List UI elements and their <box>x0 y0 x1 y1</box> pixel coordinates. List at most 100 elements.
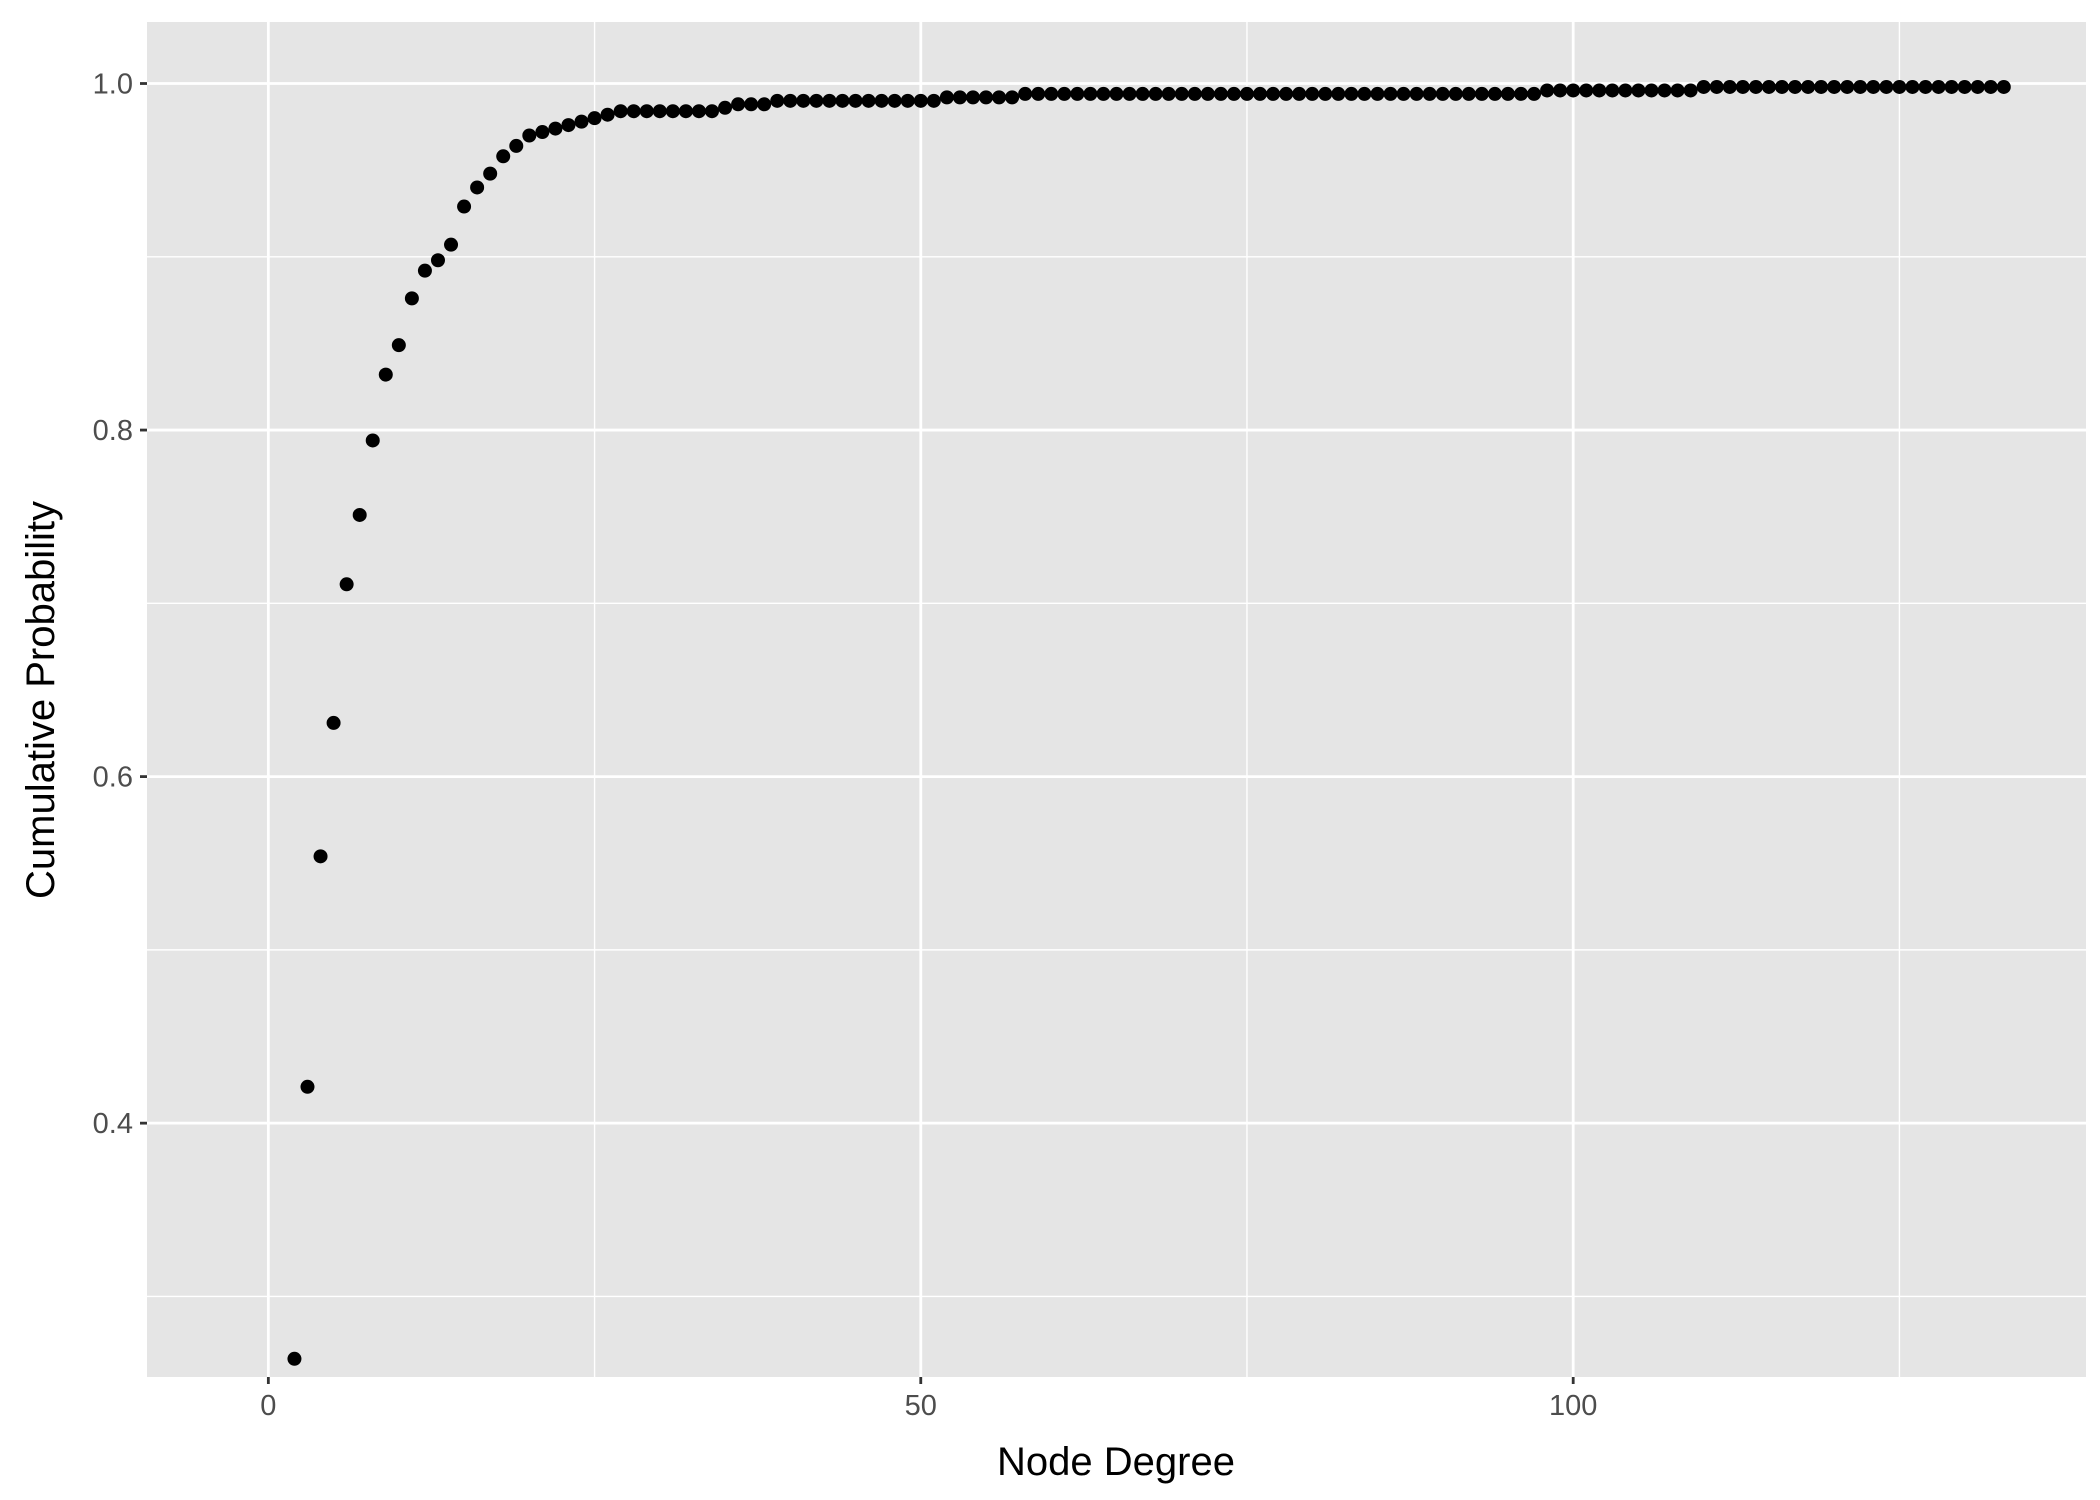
data-point <box>731 97 746 112</box>
data-point <box>1396 86 1411 101</box>
data-point <box>1879 79 1894 94</box>
data-point <box>900 93 915 108</box>
data-point <box>378 367 393 382</box>
data-point <box>1840 79 1855 94</box>
data-point <box>796 93 811 108</box>
data-point <box>652 104 667 119</box>
data-point <box>1057 86 1072 101</box>
x-tick-label: 100 <box>1549 1390 1597 1422</box>
data-point <box>496 149 511 164</box>
data-point <box>1409 86 1424 101</box>
data-point <box>979 90 994 105</box>
data-point <box>1931 79 1946 94</box>
data-point <box>1970 79 1985 94</box>
data-point <box>1892 79 1907 94</box>
data-point <box>1187 86 1202 101</box>
data-point <box>1083 86 1098 101</box>
data-point <box>626 104 641 119</box>
data-point <box>1683 83 1698 98</box>
data-point <box>587 111 602 126</box>
data-point <box>861 93 876 108</box>
data-point <box>965 90 980 105</box>
data-point <box>1357 86 1372 101</box>
data-point <box>913 93 928 108</box>
data-point <box>1344 86 1359 101</box>
data-point <box>574 114 589 129</box>
data-point <box>600 107 615 122</box>
data-point <box>1566 83 1581 98</box>
data-point <box>770 93 785 108</box>
y-tick-label: 0.4 <box>93 1108 133 1140</box>
data-point <box>535 125 550 140</box>
data-point <box>1670 83 1685 98</box>
data-point <box>1122 86 1137 101</box>
data-point <box>718 100 733 115</box>
data-point <box>1527 86 1542 101</box>
data-point <box>1226 86 1241 101</box>
data-point <box>417 263 432 278</box>
grid-major <box>147 22 2086 1377</box>
data-point <box>1135 86 1150 101</box>
data-point <box>678 104 693 119</box>
data-point <box>926 93 941 108</box>
x-axis: 0 50 100 <box>260 1377 1597 1422</box>
data-point <box>1500 86 1515 101</box>
data-point <box>1174 86 1189 101</box>
data-point <box>1983 79 1998 94</box>
data-point <box>1631 83 1646 98</box>
data-point <box>1253 86 1268 101</box>
data-point <box>1031 86 1046 101</box>
y-axis-title: Cumulative Probability <box>19 501 63 899</box>
data-point <box>1801 79 1816 94</box>
data-point <box>313 849 328 864</box>
data-point <box>548 121 563 136</box>
data-point <box>1514 86 1529 101</box>
data-point <box>1592 83 1607 98</box>
y-axis: 0.4 0.6 0.8 1.0 <box>93 69 147 1140</box>
data-point <box>1070 86 1085 101</box>
data-point <box>744 97 759 112</box>
data-point <box>509 138 524 153</box>
data-point <box>1200 86 1215 101</box>
data-point <box>1996 79 2011 94</box>
data-point <box>1827 79 1842 94</box>
data-point <box>1540 83 1555 98</box>
data-points <box>287 79 2011 1366</box>
data-point <box>352 507 367 522</box>
data-point <box>691 104 706 119</box>
data-point <box>1722 79 1737 94</box>
data-point <box>1161 86 1176 101</box>
data-point <box>1279 86 1294 101</box>
data-point <box>783 93 798 108</box>
data-point <box>1318 86 1333 101</box>
data-point <box>1448 86 1463 101</box>
data-point <box>1788 79 1803 94</box>
data-point <box>1005 90 1020 105</box>
y-tick-label: 0.8 <box>93 415 133 447</box>
data-point <box>1748 79 1763 94</box>
data-point <box>848 93 863 108</box>
data-point <box>326 715 341 730</box>
data-point <box>874 93 889 108</box>
x-tick-label: 50 <box>905 1390 937 1422</box>
data-point <box>1814 79 1829 94</box>
data-point <box>1435 86 1450 101</box>
data-point <box>1709 79 1724 94</box>
data-point <box>1853 79 1868 94</box>
data-point <box>1305 86 1320 101</box>
data-point <box>1618 83 1633 98</box>
data-point <box>1213 86 1228 101</box>
data-point <box>1644 83 1659 98</box>
data-point <box>522 128 537 143</box>
data-point <box>1761 79 1776 94</box>
grid-minor <box>147 22 2086 1377</box>
data-point <box>1487 86 1502 101</box>
data-point <box>1266 86 1281 101</box>
data-point <box>1866 79 1881 94</box>
data-point <box>1044 86 1059 101</box>
x-axis-title: Node Degree <box>997 1440 1235 1484</box>
data-point <box>704 104 719 119</box>
data-point <box>444 237 459 252</box>
data-point <box>1918 79 1933 94</box>
